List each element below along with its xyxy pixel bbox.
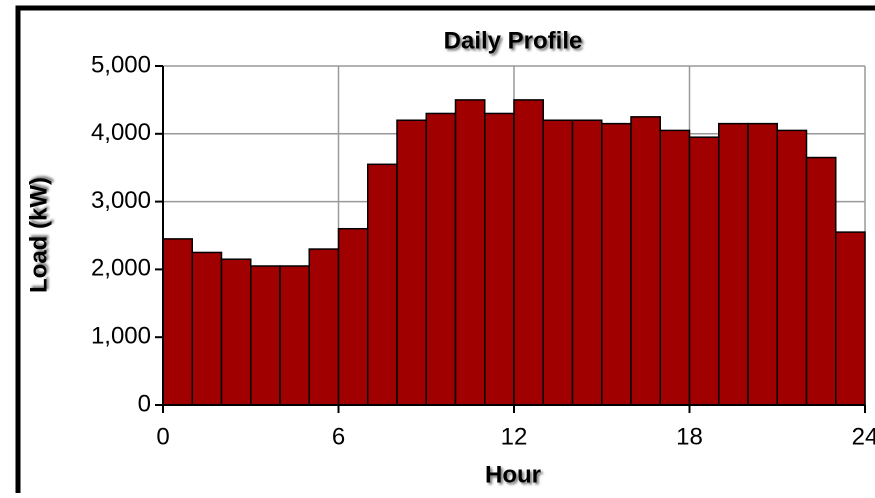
bar <box>776 129 808 406</box>
bar <box>747 122 778 406</box>
bar <box>513 99 544 406</box>
bar <box>805 156 837 406</box>
bar <box>337 227 369 406</box>
y-tick-label: 2,000 <box>91 255 151 282</box>
bar <box>718 122 749 406</box>
bar <box>659 129 691 406</box>
x-tick-label: 6 <box>332 423 345 450</box>
y-tick-label: 5,000 <box>91 51 151 78</box>
x-tick-label: 18 <box>676 423 703 450</box>
y-axis-label: Load (kW) <box>25 177 52 293</box>
bar <box>162 238 193 406</box>
bar <box>396 119 427 406</box>
frame <box>15 5 875 498</box>
y-tick-label: 0 <box>138 390 151 417</box>
bar <box>308 248 340 406</box>
bar <box>571 119 603 406</box>
bar <box>425 112 457 406</box>
bar <box>630 116 661 406</box>
bar <box>250 265 281 406</box>
bar <box>601 122 632 406</box>
x-axis-label: Hour <box>485 461 541 488</box>
x-tick-label: 12 <box>501 423 528 450</box>
y-tick-label: 1,000 <box>91 323 151 350</box>
x-tick-label: 24 <box>852 423 875 450</box>
bar <box>484 112 515 406</box>
bar <box>835 231 866 406</box>
chart-title: Daily Profile <box>444 27 583 54</box>
x-tick-label: 0 <box>156 423 169 450</box>
bar <box>279 265 310 406</box>
bar <box>542 119 574 406</box>
bar <box>220 258 252 406</box>
bar <box>367 163 398 406</box>
y-tick-label: 3,000 <box>91 187 151 214</box>
plot-area <box>155 65 866 413</box>
y-tick-label: 4,000 <box>91 119 151 146</box>
bar <box>688 136 720 406</box>
bar <box>191 251 223 406</box>
bar <box>454 99 486 406</box>
